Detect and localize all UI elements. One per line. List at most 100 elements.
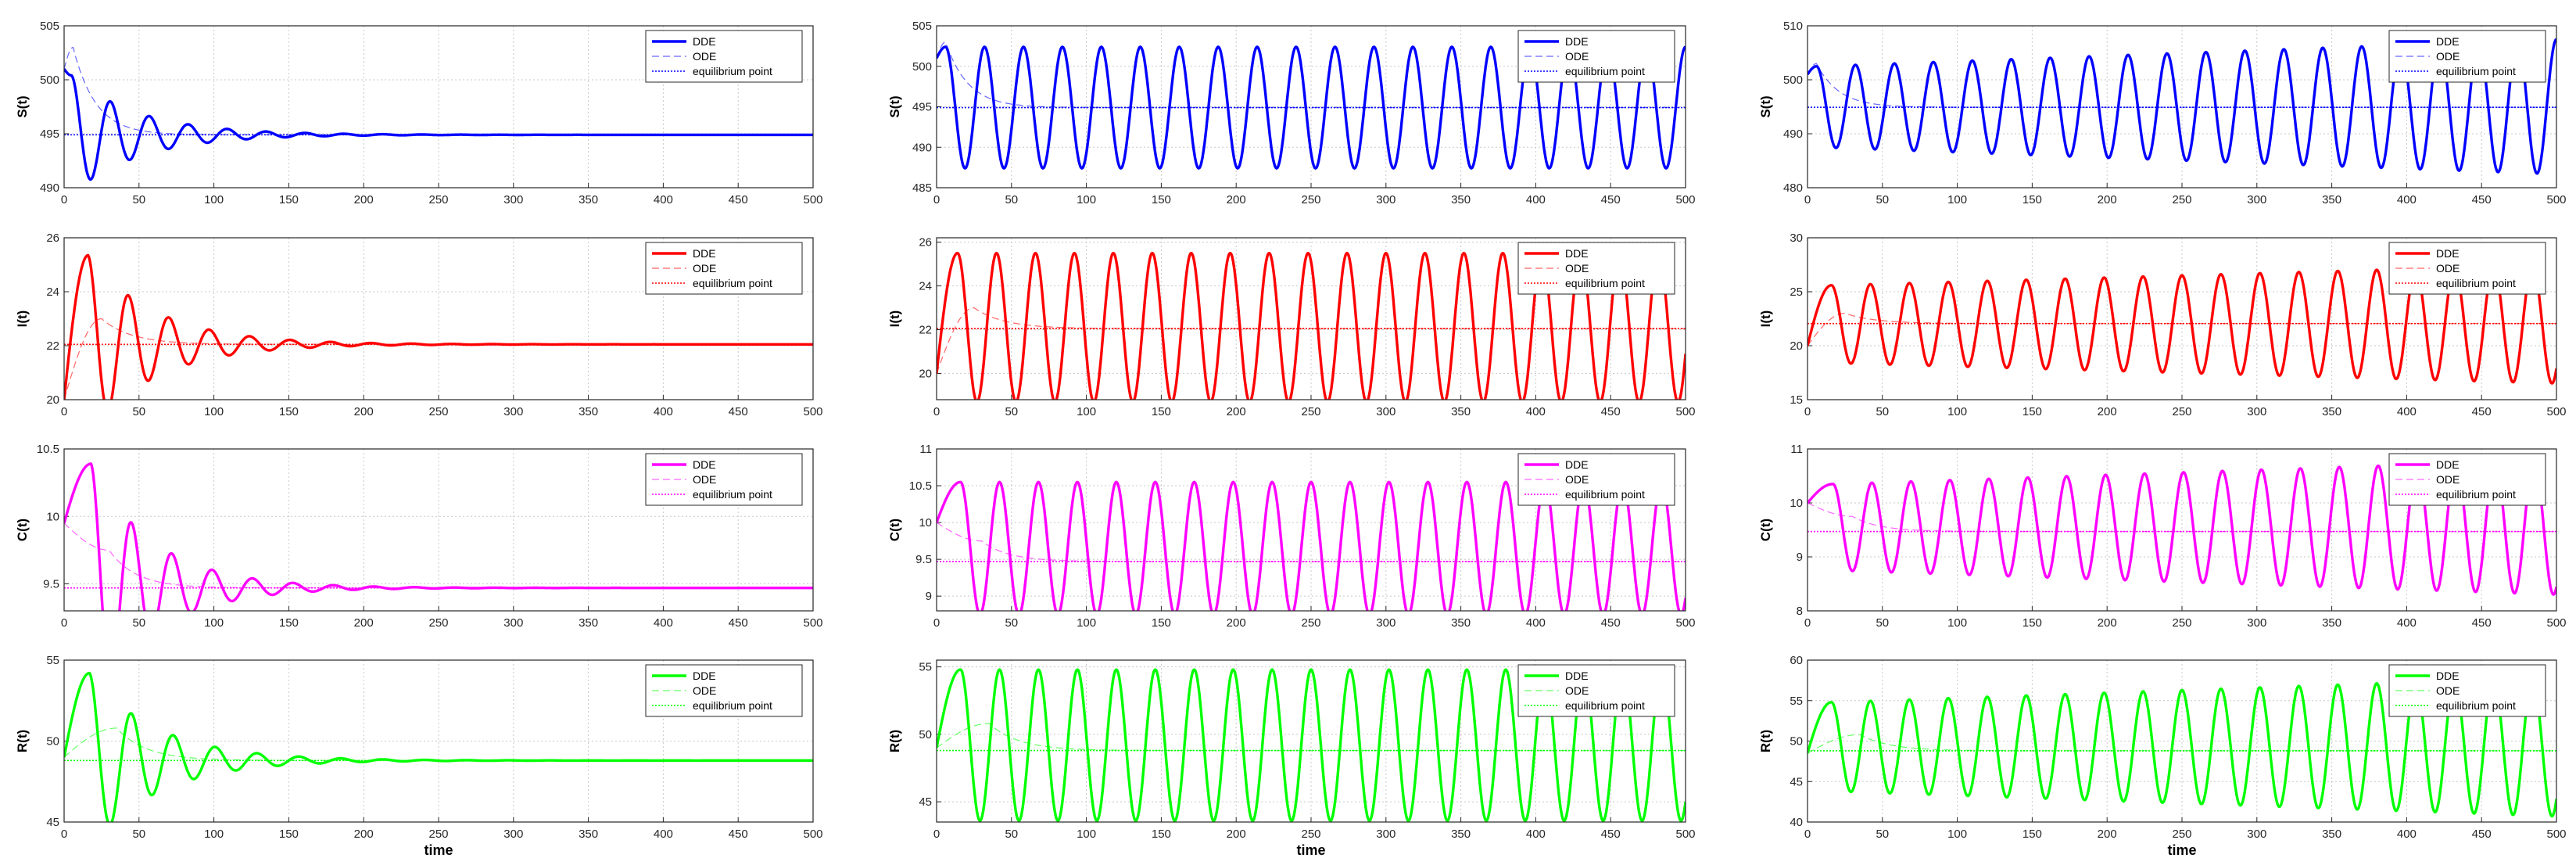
x-tick-label: 450: [729, 616, 748, 630]
y-axis-label: C(t): [887, 519, 902, 541]
x-tick-label: 300: [1376, 405, 1395, 418]
legend: DDE ODE equilibrium point: [2388, 30, 2546, 83]
x-tick-label: 150: [279, 616, 299, 630]
x-tick-label: 50: [1005, 616, 1018, 630]
legend-label: ODE: [2436, 473, 2460, 486]
legend: DDE ODE equilibrium point: [645, 453, 803, 506]
y-axis-label: S(t): [15, 95, 30, 117]
legend-label: ODE: [1565, 50, 1589, 63]
x-tick-label: 200: [2098, 827, 2117, 841]
x-tick-label: 200: [354, 616, 374, 630]
y-tick-label: 490: [1783, 127, 1803, 141]
chart-panel-2-2: 0 50 100 150 200 250 300 350 400 450 500 20 22 24 26 I(…: [887, 236, 1696, 418]
axes-box: [1807, 659, 2557, 823]
x-tick-label: 200: [2098, 405, 2117, 418]
chart-panel-3-1: 0 50 100 150 200 250 300 350 400 450 500 9.5 10 10.5 C…: [15, 443, 823, 630]
x-tick-label: 350: [579, 405, 598, 418]
x-tick-label: 500: [2546, 827, 2566, 841]
chart-panel-2-1: 0 50 100 150 200 250 300 350 400 450 500 20 22 24 26 I(…: [15, 232, 823, 418]
legend-label: equilibrium point: [2436, 488, 2516, 501]
y-tick-label: 510: [1783, 20, 1803, 33]
axes-box: [1807, 237, 2557, 400]
ode-curve: [937, 522, 1686, 562]
series-group: [937, 480, 1686, 611]
x-tick-label: 450: [2472, 193, 2492, 206]
x-tick-label: 450: [1601, 193, 1621, 206]
y-axis-label: R(t): [887, 730, 902, 752]
x-tick-label: 300: [2247, 193, 2266, 206]
series-group: [1807, 677, 2556, 818]
x-tick-label: 400: [2397, 405, 2417, 418]
x-tick-label: 250: [2172, 405, 2191, 418]
legend-box: [2388, 453, 2546, 506]
ode-curve: [1807, 734, 2556, 754]
dde-curve: [1807, 38, 2556, 175]
chart-panel-4-3: 0 50 100 150 200 250 300 350 400 450 500 40 45 50 55 60…: [1758, 654, 2567, 858]
x-tick-label: 350: [2322, 616, 2341, 630]
x-tick-label: 500: [2546, 193, 2566, 206]
legend-box: [1517, 664, 1675, 717]
y-tick-label: 10: [1790, 497, 1803, 510]
x-tick-label: 200: [2098, 616, 2117, 630]
legend-label: equilibrium point: [2436, 277, 2516, 289]
series-group: [64, 671, 813, 822]
x-tick-label: 250: [428, 405, 448, 418]
axes-box: [1807, 25, 2557, 188]
legend-label: equilibrium point: [1565, 65, 1645, 77]
y-axis-label: I(t): [15, 311, 30, 328]
legend-label: equilibrium point: [693, 65, 772, 77]
legend-label: DDE: [1565, 458, 1589, 471]
x-tick-label: 50: [132, 616, 145, 630]
y-tick-label: 10: [919, 516, 932, 530]
x-tick-label: 100: [1947, 193, 1967, 206]
legend-box: [645, 664, 803, 717]
legend: DDE ODE equilibrium point: [1517, 453, 1675, 506]
x-tick-label: 250: [2172, 616, 2191, 630]
x-axis-label: time: [424, 842, 453, 858]
y-axis-label: R(t): [15, 730, 30, 752]
x-tick-label: 450: [2472, 616, 2492, 630]
x-tick-label: 150: [1152, 405, 1171, 418]
x-tick-label: 0: [933, 616, 940, 630]
legend-box: [2388, 664, 2546, 717]
y-tick-label: 500: [1783, 74, 1803, 87]
y-tick-label: 22: [919, 323, 932, 336]
x-tick-label: 300: [503, 616, 523, 630]
y-tick-label: 20: [46, 393, 59, 407]
series-group: [1807, 38, 2556, 175]
x-tick-label: 50: [132, 193, 145, 206]
x-tick-label: 200: [354, 193, 374, 206]
legend-label: DDE: [693, 670, 716, 682]
x-tick-label: 150: [279, 193, 299, 206]
x-tick-label: 200: [1227, 193, 1246, 206]
legend-label: equilibrium point: [2436, 65, 2516, 77]
x-tick-label: 250: [2172, 827, 2191, 841]
x-tick-label: 50: [132, 405, 145, 418]
x-tick-label: 150: [1152, 827, 1171, 841]
x-tick-label: 350: [1451, 827, 1471, 841]
x-tick-label: 250: [1301, 405, 1320, 418]
x-tick-label: 300: [1376, 827, 1395, 841]
x-tick-label: 0: [61, 827, 67, 841]
legend-label: ODE: [1565, 473, 1589, 486]
y-tick-label: 9: [926, 590, 932, 603]
x-tick-label: 450: [729, 827, 748, 841]
x-tick-label: 50: [1005, 193, 1018, 206]
series-group: [64, 46, 813, 181]
legend-label: DDE: [693, 247, 716, 260]
y-axis-label: R(t): [1758, 730, 1773, 752]
dde-curve: [64, 671, 813, 822]
y-tick-label: 8: [1797, 605, 1803, 618]
x-tick-label: 250: [428, 616, 448, 630]
x-tick-label: 250: [1301, 616, 1320, 630]
x-tick-label: 300: [2247, 616, 2266, 630]
dde-curve: [937, 45, 1686, 170]
legend-label: ODE: [693, 473, 716, 486]
x-tick-label: 350: [579, 193, 598, 206]
x-tick-label: 150: [1152, 193, 1171, 206]
x-tick-label: 0: [1804, 405, 1811, 418]
y-tick-label: 26: [46, 232, 59, 245]
y-axis-label: C(t): [1758, 519, 1773, 541]
x-tick-label: 250: [428, 827, 448, 841]
